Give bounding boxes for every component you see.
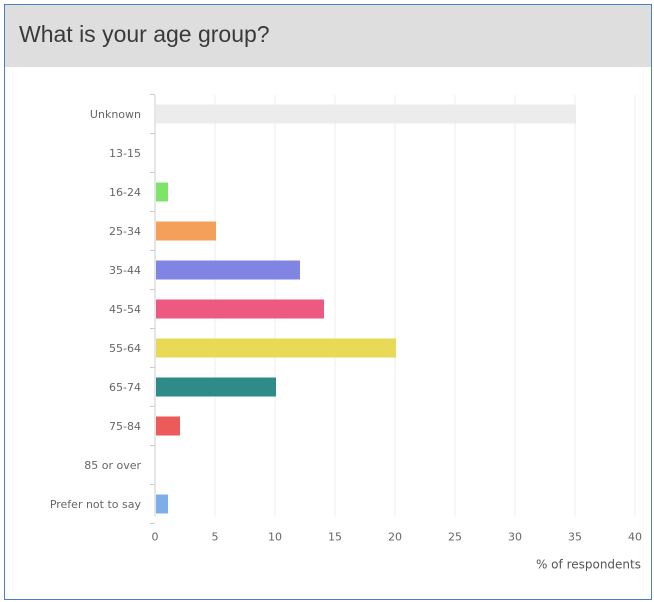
- bar[interactable]: [156, 494, 168, 514]
- x-axis-tick-labels: 0 5 10 15 20 25 30 35 40: [152, 531, 643, 544]
- x-tick-label: 10: [268, 531, 282, 544]
- category-label: 85 or over: [84, 459, 141, 472]
- bar[interactable]: [156, 221, 216, 241]
- x-tick-label: 30: [508, 531, 522, 544]
- x-axis-title: % of respondents: [536, 558, 641, 572]
- category-label: 65-74: [109, 381, 141, 394]
- category-label: 75-84: [109, 420, 141, 433]
- bar[interactable]: [156, 182, 168, 202]
- bar[interactable]: [156, 338, 396, 358]
- category-label: 55-64: [109, 342, 141, 355]
- age-group-chart: Unknown 13-15 16-24 25-34 35-44 45-54 55-64 65-…: [5, 67, 651, 599]
- x-tick-label: 0: [152, 531, 159, 544]
- category-label: Prefer not to say: [50, 498, 142, 511]
- category-label: 16-24: [109, 186, 141, 199]
- bar-chart-svg: Unknown 13-15 16-24 25-34 35-44 45-54 55-64 65-…: [50, 94, 643, 572]
- question-title: What is your age group?: [19, 21, 270, 47]
- category-labels: Unknown 13-15 16-24 25-34 35-44 45-54 55-64 65-…: [50, 108, 142, 511]
- bar[interactable]: [156, 299, 324, 319]
- category-label: 13-15: [109, 147, 141, 160]
- bar[interactable]: [156, 377, 276, 397]
- bar[interactable]: [156, 104, 576, 124]
- category-label: 45-54: [109, 303, 141, 316]
- question-panel: What is your age group? Unknown 13-15 16-2…: [4, 4, 652, 600]
- category-label: 25-34: [109, 225, 141, 238]
- category-label: Unknown: [90, 108, 141, 121]
- x-tick-label: 40: [628, 531, 642, 544]
- bars: [156, 104, 576, 514]
- gridlines: [150, 94, 636, 524]
- bar[interactable]: [156, 260, 300, 280]
- x-tick-label: 20: [388, 531, 402, 544]
- category-label: 35-44: [109, 264, 141, 277]
- x-tick-label: 35: [568, 531, 582, 544]
- x-tick-label: 15: [328, 531, 342, 544]
- question-header: What is your age group?: [5, 5, 651, 67]
- x-tick-label: 5: [212, 531, 219, 544]
- bar[interactable]: [156, 416, 180, 436]
- x-tick-label: 25: [448, 531, 462, 544]
